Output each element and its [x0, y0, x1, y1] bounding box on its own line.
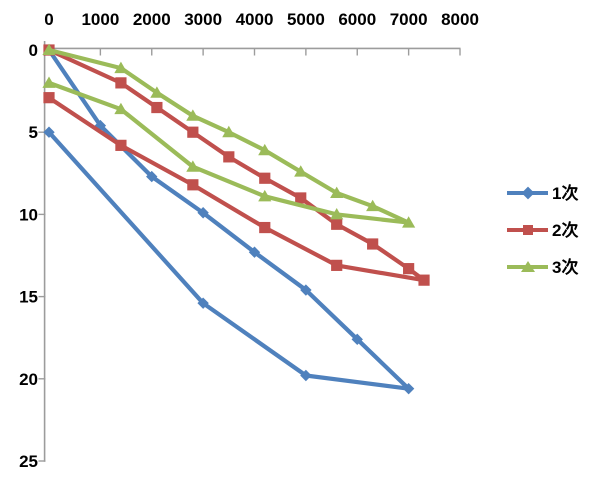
triangle-marker-icon [520, 260, 535, 272]
x-tick-label: 2000 [133, 10, 171, 29]
legend-line-sample [507, 186, 548, 200]
y-tick-label: 20 [19, 370, 38, 389]
series-0-diamond-marker [248, 246, 261, 258]
series-2-triangle-marker [42, 76, 56, 88]
y-tick-label: 5 [29, 123, 38, 142]
series-1-square-marker [187, 126, 199, 138]
series-2-triangle-marker [186, 160, 200, 172]
x-tick-label: 1000 [81, 10, 119, 29]
series-1-square-marker [259, 221, 271, 234]
legend-item-0: 1次 [507, 181, 578, 205]
series-2-triangle-marker [186, 109, 200, 121]
series-0-diamond-marker [300, 284, 312, 296]
x-tick-label: 5000 [287, 10, 325, 29]
series-0-diamond-marker [146, 170, 158, 183]
series-0-diamond-marker [351, 333, 363, 346]
series-2-triangle-marker [150, 86, 164, 98]
series-2-triangle-marker [366, 199, 380, 212]
legend-label: 3次 [552, 257, 579, 277]
series-1-square-marker [223, 151, 235, 163]
y-tick-label: 25 [19, 452, 38, 471]
series-1-square-marker [295, 192, 307, 204]
series-1-square-marker [115, 139, 127, 151]
series-1-square-marker [331, 218, 343, 230]
series-1-square-marker [331, 259, 343, 271]
series-0-diamond-marker [43, 126, 55, 138]
legend-line-sample [507, 225, 548, 235]
series-2-triangle-marker [294, 165, 308, 177]
x-tick-label: 7000 [390, 10, 428, 29]
y-tick-label: 10 [19, 205, 38, 224]
series-2-triangle-marker [258, 189, 272, 202]
y-tick-label: 0 [29, 41, 38, 60]
x-tick-label: 0 [44, 10, 53, 29]
x-tick-label: 3000 [184, 10, 222, 29]
series-0-diamond-marker [197, 297, 209, 309]
series-2-triangle-marker [114, 102, 128, 115]
series-2-triangle-marker [402, 216, 416, 228]
series-1-line [46, 47, 427, 283]
x-tick-label: 6000 [338, 10, 376, 29]
legend-item-1: 2次 [507, 218, 578, 242]
square-marker-icon [522, 225, 533, 235]
series-1-square-marker [418, 274, 430, 286]
series-1-square-marker [403, 263, 415, 275]
series-1-square-marker [187, 179, 199, 191]
series-1-square-marker [367, 238, 379, 250]
x-tick-label: 8000 [441, 10, 479, 29]
diamond-marker-icon [521, 186, 534, 200]
legend-label: 2次 [552, 220, 579, 240]
legend: 1次 2次 3次 [507, 181, 578, 279]
series-1-square-marker [151, 101, 163, 114]
legend-item-2: 3次 [507, 255, 578, 279]
series-0-diamond-marker [197, 207, 209, 219]
series-1-square-marker [43, 92, 55, 104]
series-1-square-marker [115, 77, 127, 89]
legend-line-sample [507, 260, 548, 272]
series-2-triangle-marker [42, 43, 56, 55]
series-2-triangle-marker [330, 186, 344, 199]
series-1-square-marker [259, 172, 271, 184]
series-2-triangle-marker [222, 125, 236, 138]
legend-label: 1次 [552, 183, 579, 203]
series-2-triangle-marker [114, 61, 128, 74]
series-2-triangle-marker [330, 208, 344, 220]
y-tick-label: 15 [19, 288, 38, 307]
series-0-diamond-marker [300, 369, 312, 382]
series-0-diamond-marker [402, 382, 415, 395]
x-tick-label: 4000 [236, 10, 274, 29]
series-2-triangle-marker [258, 143, 272, 156]
